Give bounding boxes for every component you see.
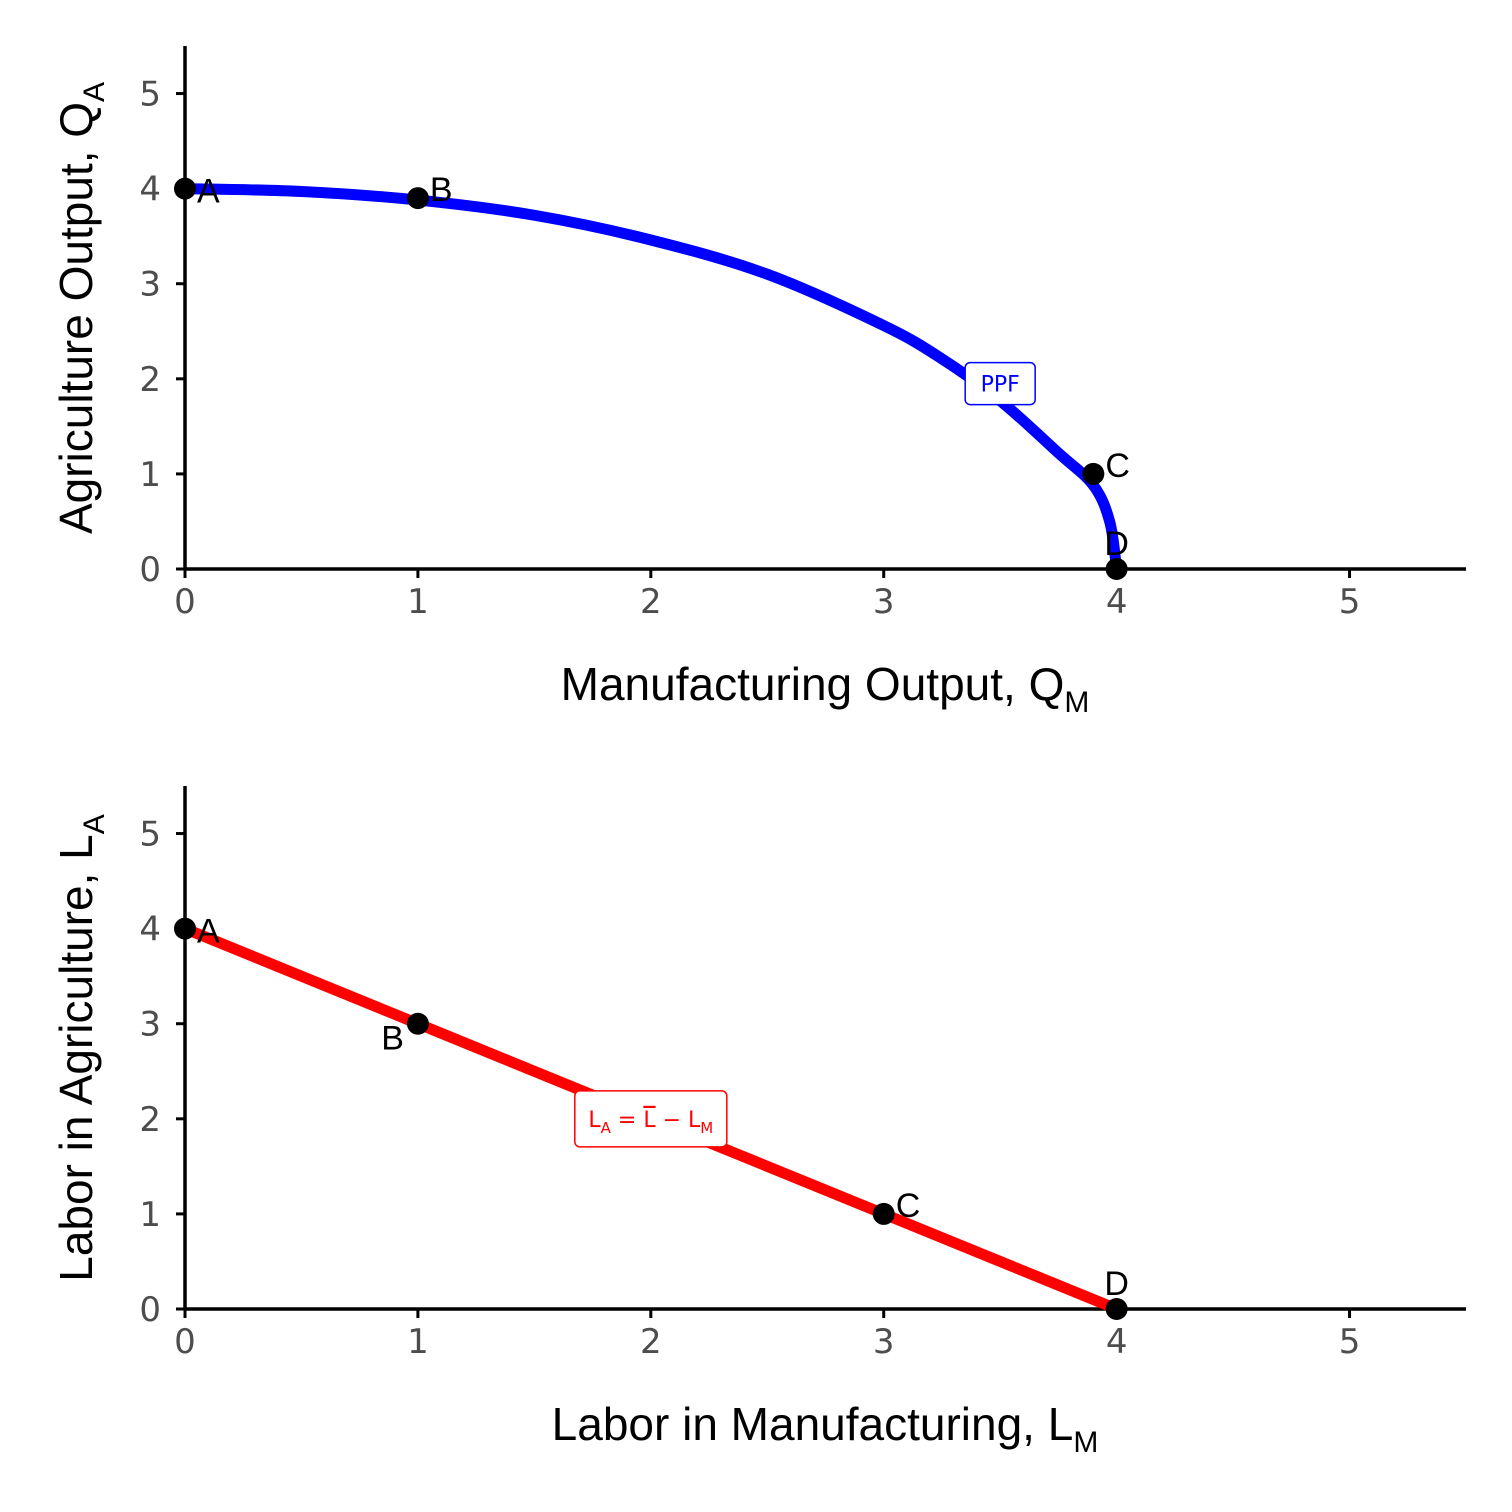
point-b bbox=[406, 1012, 429, 1035]
curve-label-part: PPF bbox=[981, 373, 1020, 398]
point-label-c: C bbox=[896, 1187, 921, 1225]
y-tick-label: 0 bbox=[139, 1290, 161, 1330]
ppf-label-text: PPF bbox=[981, 373, 1020, 398]
x-axis-title: Labor in Manufacturing, LM bbox=[552, 1398, 1099, 1459]
point-c bbox=[1082, 462, 1105, 485]
y-tick-label: 1 bbox=[139, 1195, 161, 1235]
point-a bbox=[174, 917, 196, 940]
point-label-d: D bbox=[1104, 1265, 1129, 1303]
y-tick-label: 3 bbox=[139, 1005, 161, 1045]
curve-label-part: M bbox=[700, 1119, 713, 1137]
y-axis-title: Agriculture Output, QA bbox=[50, 82, 111, 534]
labor-points: A B C D bbox=[174, 913, 1129, 1320]
x-tick-label: 1 bbox=[407, 1322, 429, 1362]
curve-label-part: L bbox=[643, 1108, 656, 1133]
x-tick-label: 4 bbox=[1106, 582, 1128, 622]
curve-label-part: = bbox=[611, 1108, 643, 1133]
labor-curve-label: LA = L − LM bbox=[574, 1090, 728, 1148]
curve-label-part: − L bbox=[656, 1108, 701, 1133]
y-axis-title: Labor in Agriculture, LA bbox=[50, 814, 111, 1282]
point-d bbox=[1105, 558, 1128, 580]
y-tick-label: 5 bbox=[139, 75, 161, 115]
x-tick-label: 0 bbox=[174, 582, 196, 622]
ppf-label-box bbox=[964, 361, 1036, 406]
curve-label-part: L bbox=[588, 1108, 601, 1133]
y-tick-label: 0 bbox=[139, 550, 161, 590]
ppf-curve-label: PPF bbox=[964, 361, 1036, 406]
x-tick-label: 3 bbox=[873, 1322, 895, 1362]
y-tick-label: 4 bbox=[139, 170, 161, 210]
labor-label-box bbox=[574, 1090, 728, 1148]
point-b bbox=[406, 187, 429, 210]
point-a bbox=[174, 177, 196, 200]
ticks: 0 1 2 3 4 5 0 1 2 3 4 5 bbox=[139, 815, 1360, 1362]
point-label-b: B bbox=[430, 171, 453, 209]
point-c bbox=[872, 1202, 895, 1225]
y-tick-label: 5 bbox=[139, 815, 161, 855]
y-tick-label: 2 bbox=[139, 1100, 161, 1140]
point-d bbox=[1105, 1298, 1128, 1320]
point-label-d: D bbox=[1104, 525, 1129, 563]
x-tick-label: 5 bbox=[1339, 1322, 1361, 1362]
ppf-points: A B C D bbox=[174, 171, 1130, 580]
curve-label-part: A bbox=[601, 1119, 612, 1137]
x-tick-label: 0 bbox=[174, 1322, 196, 1362]
x-tick-label: 5 bbox=[1339, 582, 1361, 622]
point-label-c: C bbox=[1105, 447, 1130, 485]
y-tick-label: 4 bbox=[139, 910, 161, 950]
ppf-panel: 0 1 2 3 4 5 0 1 2 3 4 5 PPF A B C D Manufacturing Outp… bbox=[50, 46, 1466, 719]
x-tick-label: 2 bbox=[640, 1322, 662, 1362]
y-tick-label: 3 bbox=[139, 265, 161, 305]
y-tick-label: 1 bbox=[139, 455, 161, 495]
x-axis-title: Manufacturing Output, QM bbox=[561, 658, 1090, 719]
labor-label-text: LA = L − LM bbox=[588, 1108, 713, 1137]
x-tick-label: 2 bbox=[640, 582, 662, 622]
point-label-b: B bbox=[381, 1020, 404, 1058]
point-label-a: A bbox=[197, 173, 220, 211]
x-tick-label: 3 bbox=[873, 582, 895, 622]
ticks: 0 1 2 3 4 5 0 1 2 3 4 5 bbox=[139, 75, 1360, 622]
y-tick-label: 2 bbox=[139, 360, 161, 400]
point-label-a: A bbox=[197, 913, 220, 951]
x-tick-label: 4 bbox=[1106, 1322, 1128, 1362]
x-tick-label: 1 bbox=[407, 582, 429, 622]
